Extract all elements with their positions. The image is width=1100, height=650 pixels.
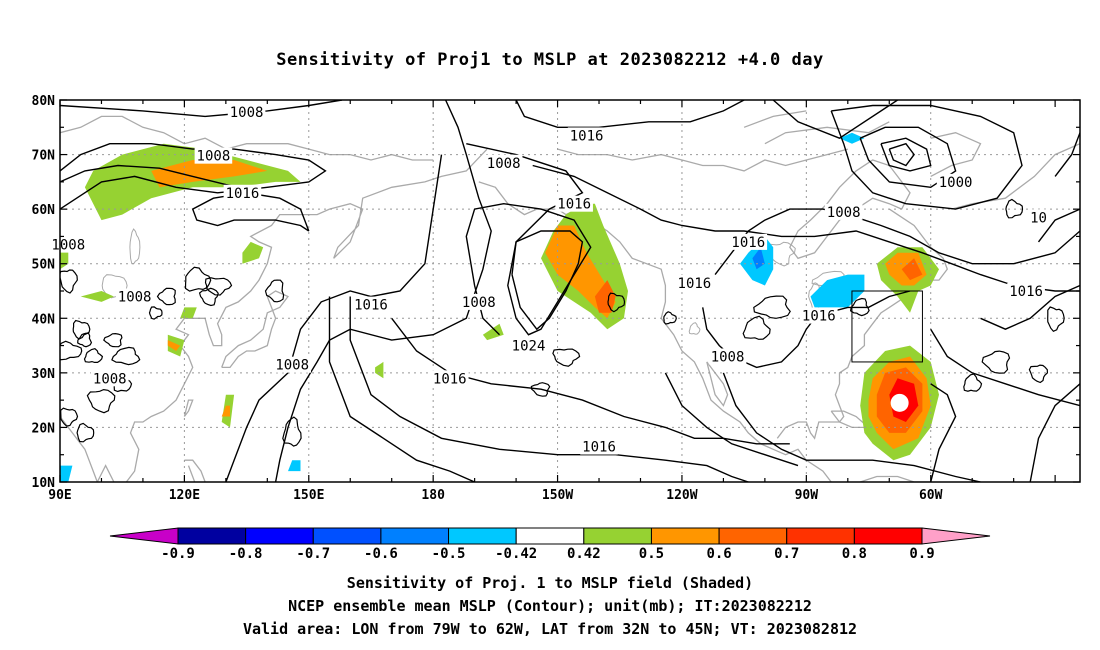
contour-label: 1016 bbox=[557, 197, 591, 213]
lat-label: 10N bbox=[32, 476, 56, 491]
lat-label: 60N bbox=[32, 203, 56, 218]
contour-label-bg bbox=[459, 293, 498, 310]
contour-label: 1016 bbox=[678, 276, 712, 292]
contour-label: 1008 bbox=[118, 289, 152, 305]
contour-label: 1008 bbox=[487, 156, 521, 172]
contour-label-bg bbox=[580, 438, 618, 455]
lat-label: 20N bbox=[32, 421, 56, 436]
contour-label-bg bbox=[273, 356, 311, 373]
contour-label-bg bbox=[90, 370, 129, 387]
contour-label: 1016 bbox=[433, 371, 467, 387]
colorbar-low-arrow bbox=[109, 527, 179, 545]
lat-label: 80N bbox=[32, 94, 56, 109]
contour-label-bg bbox=[708, 348, 747, 365]
contour-label-bg bbox=[555, 195, 593, 212]
contour-label-bg bbox=[729, 233, 768, 250]
contour-label-bg bbox=[484, 154, 523, 171]
contour-label: 1008 bbox=[93, 371, 127, 387]
colorbar-swatch bbox=[650, 527, 720, 545]
colorbar-swatch bbox=[515, 527, 585, 545]
chart-title: Sensitivity of Proj1 to MSLP at 20230822… bbox=[276, 50, 824, 70]
contour-label: 1008 bbox=[230, 105, 264, 121]
contour-label-bg bbox=[49, 236, 88, 253]
contour-label-bg bbox=[1007, 283, 1045, 299]
lon-label: 180 bbox=[421, 488, 445, 503]
contour-label: 1016 bbox=[802, 309, 836, 325]
colorbar-label: 0.7 bbox=[774, 546, 799, 562]
colorbar-label: -0.9 bbox=[161, 546, 195, 562]
colorbar-swatch bbox=[583, 527, 652, 545]
colorbar-label: 0.9 bbox=[909, 546, 934, 562]
colorbar-label: 0.6 bbox=[706, 546, 731, 562]
colorbar-label: -0.8 bbox=[229, 546, 263, 562]
colorbar-swatch bbox=[718, 527, 788, 545]
contour-label-bg bbox=[509, 337, 548, 354]
colorbar-label: -0.6 bbox=[364, 546, 398, 562]
caption-line-3: Valid area: LON from 79W to 62W, LAT fro… bbox=[242, 620, 858, 638]
lon-label: 150E bbox=[293, 488, 324, 503]
lat-label: 50N bbox=[32, 258, 56, 273]
valid-area-box bbox=[851, 290, 923, 363]
contour-labels: 1008 1008 1016 1008 1008 1008 1008 1016 1016 1008… bbox=[49, 104, 1049, 456]
contour-label: 1008 bbox=[827, 205, 861, 221]
colorbar-swatch bbox=[853, 527, 923, 545]
contour-label-bg bbox=[675, 274, 714, 291]
colorbar-label: 0.5 bbox=[639, 546, 664, 562]
contour-label: 1016 bbox=[570, 128, 604, 144]
contour-label-bg bbox=[1028, 209, 1049, 226]
contour-label-bg bbox=[223, 184, 262, 201]
contour-label: 1016 bbox=[226, 186, 260, 202]
contour-label-bg bbox=[194, 147, 233, 164]
contour-label: 1008 bbox=[51, 238, 85, 254]
contour-label: 1008 bbox=[197, 149, 231, 165]
lon-label: 90W bbox=[795, 488, 819, 503]
colorbar-label: 0.8 bbox=[842, 546, 867, 562]
caption-line-1: Sensitivity of Proj. 1 to MSLP field (Sh… bbox=[346, 574, 754, 592]
contour-label-bg bbox=[936, 173, 975, 190]
caption-line-2: NCEP ensemble mean MSLP (Contour); unit(… bbox=[288, 597, 812, 615]
colorbar-label: -0.7 bbox=[296, 546, 330, 562]
contour-label: 1008 bbox=[275, 358, 309, 374]
colorbar-high-arrow bbox=[921, 527, 991, 545]
lat-label: 40N bbox=[32, 312, 56, 327]
colorbar-swatch bbox=[177, 527, 247, 545]
contour-label: 1008 bbox=[711, 349, 745, 365]
colorbar-swatch bbox=[448, 527, 517, 545]
contour-label: 1024 bbox=[512, 339, 546, 355]
contour-label: 1000 bbox=[939, 175, 973, 191]
contour-label: 1016 bbox=[582, 440, 616, 456]
lon-label: 60W bbox=[919, 488, 943, 503]
colorbar: -0.9 -0.8 -0.7 -0.6 -0.5 -0.42 0.42 0.5 0.6 0.7 0.… bbox=[109, 527, 991, 562]
contour-label-bg bbox=[799, 307, 838, 324]
axis-ticks bbox=[59, 99, 1080, 483]
sensitivity-map: 1008 1008 1016 1008 1008 1008 1008 1016 1016 1008… bbox=[32, 94, 1081, 562]
colorbar-swatch bbox=[380, 527, 450, 545]
contour-label: 1016 bbox=[354, 298, 388, 314]
contour-label-bg bbox=[115, 288, 154, 305]
contour-label-bg bbox=[227, 104, 266, 121]
contour-label: 1016 bbox=[1009, 284, 1043, 300]
contour-label-bg bbox=[352, 296, 390, 313]
contour-label: 10 bbox=[1030, 210, 1047, 226]
contour-label-bg bbox=[824, 203, 863, 220]
contour-label: 1016 bbox=[731, 235, 765, 251]
sensitivity-shading bbox=[60, 132, 939, 482]
colorbar-label: 0.42 bbox=[567, 546, 601, 562]
contour-label-bg bbox=[430, 370, 469, 387]
lat-label: 70N bbox=[32, 149, 56, 164]
contour-label: 1008 bbox=[462, 295, 496, 311]
colorbar-swatch bbox=[312, 527, 382, 545]
lat-label: 30N bbox=[32, 367, 56, 382]
colorbar-swatch bbox=[245, 527, 314, 545]
lon-label: 120W bbox=[666, 488, 697, 503]
lon-label: 120E bbox=[169, 488, 200, 503]
lon-label: 90E bbox=[48, 488, 71, 503]
colorbar-swatch bbox=[786, 527, 855, 545]
colorbar-label: -0.42 bbox=[495, 546, 537, 562]
mslp-contours bbox=[60, 100, 1080, 482]
colorbar-label: -0.5 bbox=[432, 546, 466, 562]
contour-label-bg bbox=[567, 127, 606, 144]
lon-label: 150W bbox=[542, 488, 573, 503]
